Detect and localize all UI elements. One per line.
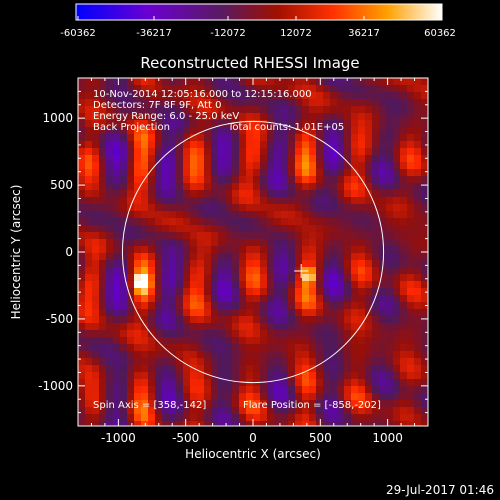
y-tick-label: -1000 (38, 379, 73, 393)
annotations: 10-Nov-2014 12:05:16.000 to 12:15:16.000… (93, 89, 381, 411)
x-tick-label: -1000 (101, 431, 136, 445)
y-axis-label: Heliocentric Y (arcsec) (9, 185, 23, 320)
annotation-detectors: Detectors: 7F 8F 9F, Att 0 (93, 100, 221, 111)
colorbar-ticks: -60362 -36217 -12072 12072 36217 60362 (60, 16, 456, 39)
annotation-energy: Energy Range: 6.0 - 25.0 keV (93, 111, 239, 122)
x-tick-label: 500 (309, 431, 332, 445)
annotation-time: 10-Nov-2014 12:05:16.000 to 12:15:16.000 (93, 89, 312, 100)
colorbar-tick-label: -12072 (210, 28, 245, 39)
colorbar-tick-label: 12072 (280, 28, 312, 39)
axes: -1000 -500 0 500 1000 -1000 -500 0 500 1000 (38, 78, 428, 445)
y-tick-label: 500 (50, 178, 73, 192)
colorbar-tick-label: -60362 (60, 28, 95, 39)
chart-title: Reconstructed RHESSI Image (140, 54, 359, 72)
solar-limb (121, 120, 385, 384)
x-tick-label: -500 (172, 431, 199, 445)
heatmap-image (78, 78, 428, 426)
y-tick-label: 1000 (42, 111, 73, 125)
x-tick-label: 1000 (372, 431, 403, 445)
x-axis-label: Heliocentric X (arcsec) (185, 447, 321, 461)
flare-position-label: Flare Position = [-858,-202] (243, 400, 381, 411)
colorbar-tick-label: 60362 (424, 28, 456, 39)
colorbar-tick-label: 36217 (348, 28, 380, 39)
y-tick-label: 0 (65, 245, 73, 259)
spin-axis-label: Spin Axis = [358,-142] (93, 400, 206, 411)
annotation-method: Back Projection (93, 122, 170, 133)
colorbar-tick-label: -36217 (136, 28, 171, 39)
y-tick-label: -500 (46, 312, 73, 326)
annotation-counts: Total counts: 1.01E+05 (227, 122, 344, 133)
timestamp: 29-Jul-2017 01:46 (386, 483, 494, 497)
spin-axis-marker (294, 264, 309, 279)
x-tick-label: 0 (249, 431, 257, 445)
colorbar-frame (75, 3, 443, 21)
colorbar (76, 4, 442, 20)
